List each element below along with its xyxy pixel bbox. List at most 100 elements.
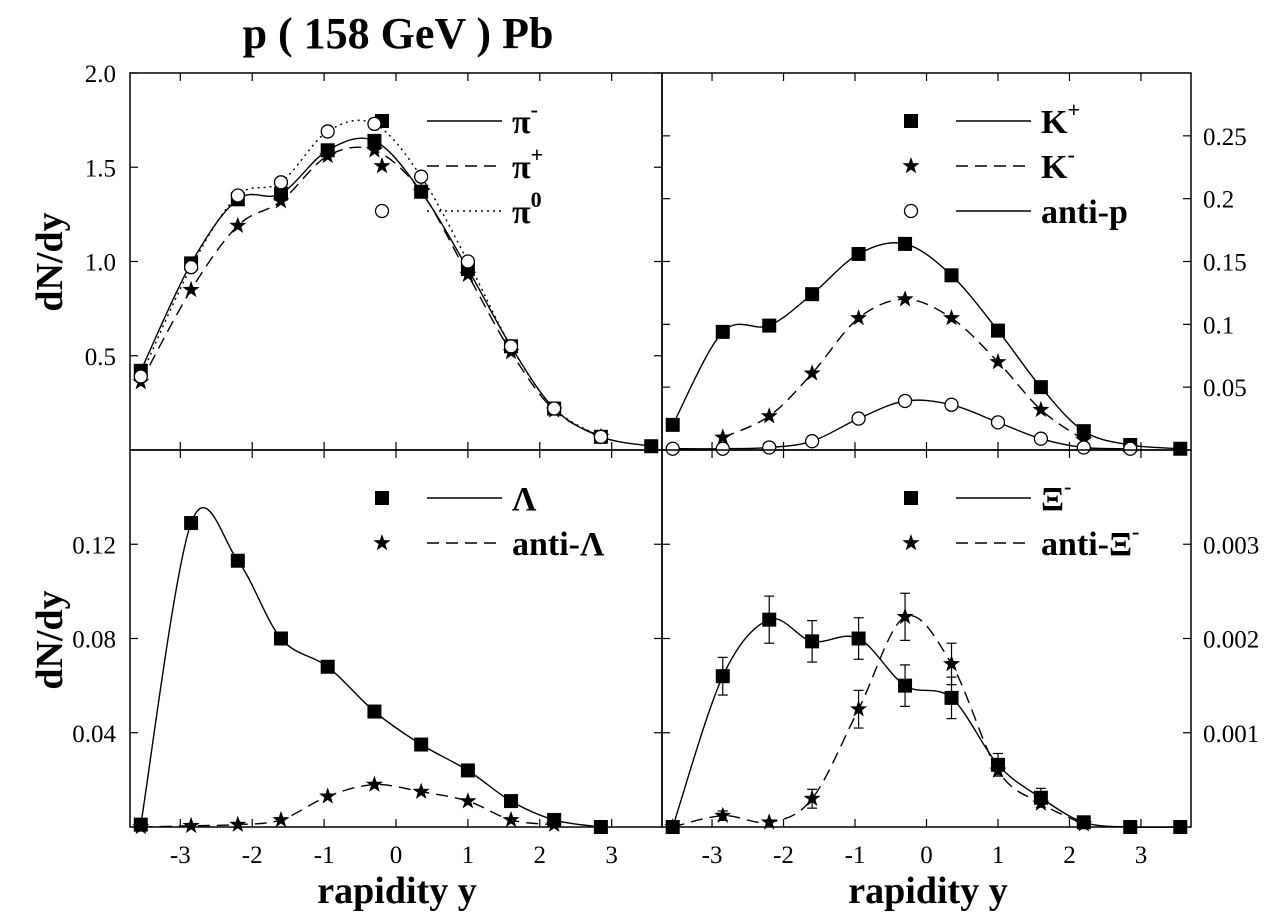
panel-frame	[661, 72, 1192, 451]
data-point	[644, 439, 659, 454]
data-point	[367, 133, 382, 148]
legend-label: anti-Λ	[512, 526, 605, 563]
data-point	[273, 631, 288, 646]
data-point	[320, 124, 335, 139]
data-point	[762, 440, 777, 455]
data-point	[989, 353, 1007, 370]
x-tick-label: 0	[390, 842, 403, 869]
x-tick-label: -3	[170, 842, 191, 869]
x-tick-label: 3	[1135, 842, 1148, 869]
data-point	[850, 700, 868, 717]
y-tick-label: 2.0	[85, 61, 116, 88]
data-point	[183, 260, 199, 275]
data-point	[1123, 820, 1138, 834]
data-point	[1032, 400, 1050, 418]
legend-entry: Λ	[375, 481, 537, 518]
data-point	[898, 678, 913, 693]
data-point	[229, 216, 247, 233]
legend-entry: Ξ-	[904, 474, 1071, 518]
data-point	[989, 761, 1007, 778]
data-point	[944, 397, 959, 412]
x-tick-label: -2	[242, 842, 263, 869]
x-tick-label: 2	[534, 842, 547, 869]
data-point	[714, 806, 732, 823]
data-point	[1033, 380, 1048, 395]
chart-title: p ( 158 GeV ) Pb	[243, 9, 554, 58]
data-point	[944, 268, 959, 283]
series-line	[672, 242, 1181, 450]
x-tick-label: 0	[920, 842, 933, 869]
series-line	[140, 137, 652, 447]
x-tick-label: 3	[605, 842, 618, 869]
series-line	[722, 298, 1085, 441]
data-point	[803, 364, 821, 381]
data-point	[1173, 820, 1188, 834]
data-point	[760, 813, 778, 830]
data-point	[714, 428, 732, 445]
legend-entry: π0	[374, 187, 542, 231]
series-anti-p	[665, 393, 1138, 456]
data-point	[1173, 441, 1188, 456]
data-point	[896, 607, 914, 625]
legend-entry: π+	[373, 142, 543, 186]
data-point	[1033, 431, 1049, 446]
panel-frame	[129, 449, 663, 828]
y-tick-label: 0.12	[72, 532, 116, 559]
y-tick-label: 0.003	[1203, 532, 1259, 559]
data-point	[229, 815, 247, 832]
data-point	[367, 116, 382, 132]
data-point	[850, 309, 868, 326]
data-point	[593, 820, 608, 834]
legend-entry: K-	[902, 142, 1075, 186]
y-tick-label: 0.04	[72, 721, 116, 748]
x-tick-label: 1	[992, 842, 1005, 869]
legend-marker	[904, 491, 918, 505]
data-point	[665, 441, 680, 456]
y-tick-label: 0.1	[1203, 312, 1234, 339]
panel-top-left: 0.5 1.0 1.5 2.0 π-π+π0	[85, 61, 663, 454]
x-tick-label: -2	[773, 842, 794, 869]
legend-marker	[902, 534, 920, 551]
data-point	[803, 789, 821, 806]
data-point	[851, 631, 866, 646]
legend-entry: K+	[904, 97, 1080, 141]
panel-bottom-right: 0.001 0.002 0.003 -3 -2 -1 0 1 2 3 Ξ-anti-Ξ-	[661, 449, 1259, 869]
x-tick-label: -1	[845, 842, 866, 869]
data-point	[503, 339, 519, 354]
data-point	[412, 782, 430, 799]
legend-entry: anti-Ξ-	[902, 519, 1139, 563]
legend-marker	[375, 491, 389, 505]
y-axis-label-bottom: dN/dy	[29, 590, 71, 689]
y-tick-label: 0.5	[85, 344, 116, 371]
series-anti-Ξ-	[664, 592, 1093, 835]
data-point	[367, 704, 382, 719]
data-point	[990, 323, 1005, 338]
panel-frame	[661, 449, 1192, 828]
data-point	[132, 818, 150, 835]
data-point	[762, 318, 777, 333]
y-tick-label: 0.05	[1203, 375, 1247, 402]
y-tick-label: 1.5	[85, 155, 116, 182]
data-point	[460, 254, 476, 269]
data-point	[412, 182, 430, 199]
data-point	[897, 393, 913, 409]
data-point	[804, 434, 820, 449]
data-point	[230, 553, 245, 568]
x-tick-label: 2	[1063, 842, 1076, 869]
y-tick-label: 0.25	[1203, 124, 1247, 151]
legend-label: π0	[512, 187, 542, 231]
data-point	[944, 690, 959, 705]
data-point	[805, 634, 820, 649]
data-point	[365, 141, 383, 158]
data-point	[990, 415, 1006, 430]
data-point	[664, 818, 682, 835]
y-tick-label: 0.15	[1203, 250, 1247, 277]
data-point	[365, 775, 383, 792]
data-point	[319, 787, 337, 804]
data-point	[1076, 440, 1091, 455]
series-anti-Λ	[132, 775, 563, 835]
data-point	[459, 792, 477, 809]
y-tick-label: 1.0	[85, 250, 116, 277]
data-point	[805, 287, 820, 302]
data-point	[230, 188, 245, 203]
